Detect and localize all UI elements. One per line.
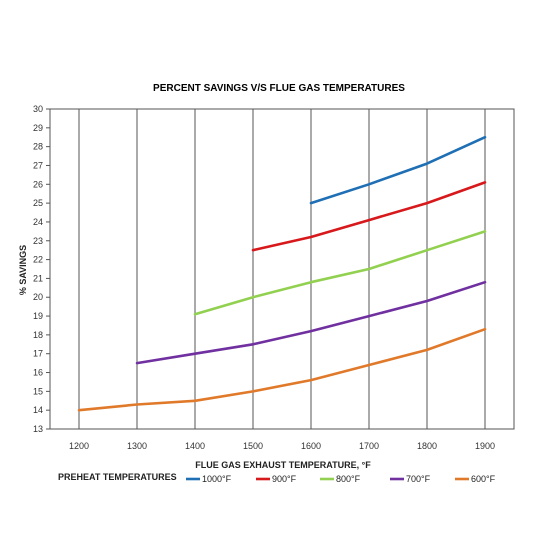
y-tick-label: 28	[33, 142, 43, 152]
x-tick-label: 1600	[301, 441, 321, 451]
x-tick-label: 1700	[359, 441, 379, 451]
x-tick-label: 1800	[417, 441, 437, 451]
x-tick-label: 1200	[69, 441, 89, 451]
y-tick-label: 23	[33, 236, 43, 246]
y-tick-label: 27	[33, 160, 43, 170]
y-tick-label: 26	[33, 179, 43, 189]
y-tick-label: 21	[33, 273, 43, 283]
plot-border	[49, 108, 515, 430]
y-tick-label: 16	[33, 368, 43, 378]
y-tick-label: 24	[33, 217, 43, 227]
series-line-4	[135, 280, 487, 365]
series-line-2	[251, 181, 487, 252]
y-tick-label: 14	[33, 405, 43, 415]
chart-title: PERCENT SAVINGS V/S FLUE GAS TEMPERATURE…	[153, 83, 405, 94]
y-tick-label: 17	[33, 349, 43, 359]
y-tick-label: 29	[33, 123, 43, 133]
legend-label-1: 1000°F	[202, 474, 232, 484]
x-tick-label: 1900	[475, 441, 495, 451]
y-tick-label: 15	[33, 386, 43, 396]
legend-label-2: 900°F	[272, 474, 297, 484]
series-line-1	[309, 135, 487, 205]
legend-title: PREHEAT TEMPERATURES	[58, 472, 177, 482]
series-line-5	[77, 327, 487, 412]
x-tick-label: 1500	[243, 441, 263, 451]
y-axis-label: % SAVINGS	[18, 245, 28, 295]
legend-label-5: 600°F	[471, 474, 496, 484]
y-tick-label: 20	[33, 292, 43, 302]
x-axis-label: FLUE GAS EXHAUST TEMPERATURE, °F	[195, 460, 371, 470]
legend: 1000°F 900°F 800°F 700°F 600°F	[186, 474, 496, 484]
y-tick-label: 25	[33, 198, 43, 208]
legend-label-3: 800°F	[336, 474, 361, 484]
legend-label-4: 700°F	[406, 474, 431, 484]
y-tick-label: 19	[33, 311, 43, 321]
series-line-3	[193, 230, 487, 316]
y-tick-label: 30	[33, 104, 43, 114]
y-tick-label: 18	[33, 330, 43, 340]
plot-area: 13 14 15 16 17 18 19 20 21 22 23 24 25 26 27 28 29 30 1200…	[33, 104, 515, 451]
x-tick-label: 1300	[127, 441, 147, 451]
y-tick-label: 13	[33, 424, 43, 434]
x-tick-label: 1400	[185, 441, 205, 451]
y-tick-label: 22	[33, 255, 43, 265]
